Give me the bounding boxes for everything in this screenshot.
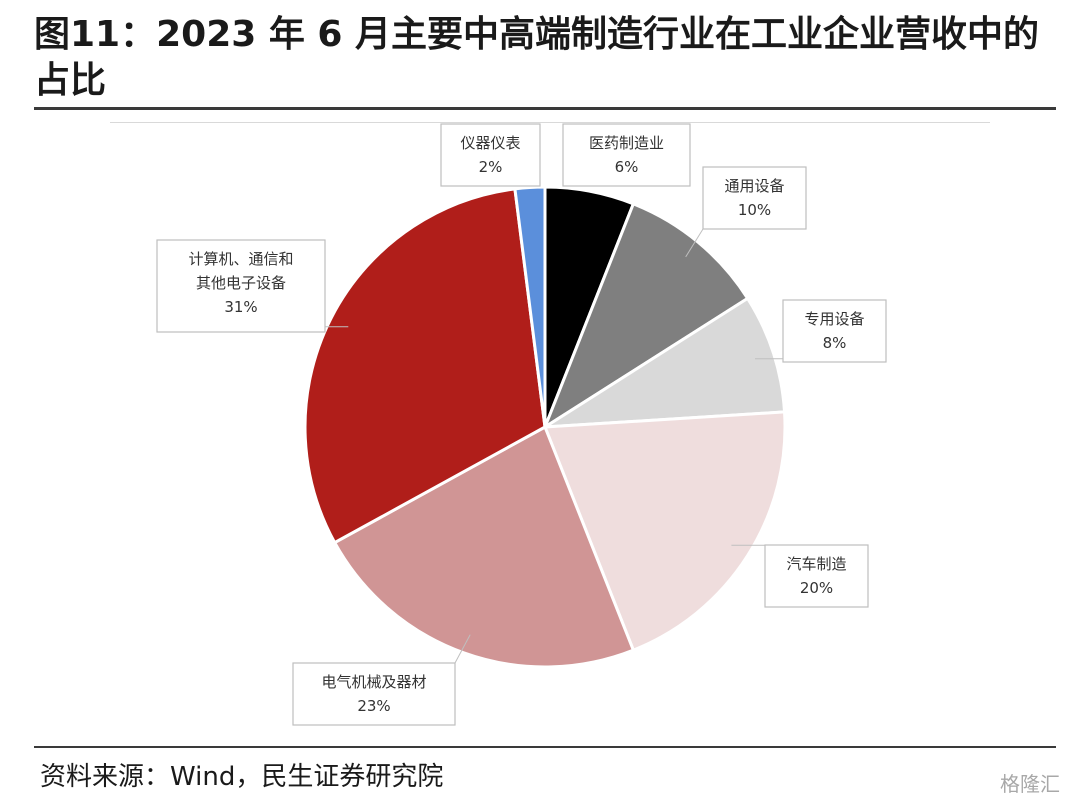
slice-value-label: 8%: [823, 334, 847, 352]
slice-label: 计算机、通信和: [188, 250, 293, 268]
data-label-box: [440, 123, 541, 187]
pie-slice: [513, 185, 547, 428]
slice-label: 汽车制造: [786, 555, 846, 573]
watermark: 格隆汇: [1000, 772, 1060, 796]
data-labels: 医药制造业 6% 通用设备 10% 专用设备 8% 汽车制造 20% 电气机械及器材 23% 计算机…: [156, 123, 887, 726]
pie-slice: [303, 187, 547, 545]
slice-label: 仪器仪表: [460, 134, 520, 152]
data-label-box: [562, 123, 691, 187]
slice-value-label: 6%: [615, 158, 639, 176]
chart-top-line: [110, 122, 990, 123]
title-rule: [34, 107, 1056, 110]
data-label-box: [292, 662, 456, 726]
slice-label: 医药制造业: [589, 134, 664, 152]
slice-label: 专用设备: [804, 310, 864, 328]
data-label-box: [702, 166, 807, 230]
slice-value-label: 31%: [224, 298, 257, 316]
slice-value-label: 10%: [738, 201, 771, 219]
slice-label: 通用设备: [724, 177, 784, 195]
slice-label: 电气机械及器材: [321, 673, 426, 691]
data-label-box: [156, 239, 326, 333]
data-label-box: [764, 544, 869, 608]
source-note: 资料来源：Wind，民生证券研究院: [40, 762, 444, 792]
source-rule: [34, 746, 1056, 748]
slice-value-label: 23%: [357, 697, 390, 715]
slice-value-label: 2%: [479, 158, 503, 176]
pie-slice: [541, 201, 750, 431]
leader-line: [685, 228, 704, 258]
slice-value-label: 20%: [800, 579, 833, 597]
figure-title: 图11：2023 年 6 月主要中高端制造行业在工业企业营收中的占比: [34, 14, 1039, 101]
pie-slice: [544, 296, 787, 429]
pie-slice: [332, 424, 636, 669]
pie-slices: [303, 185, 787, 669]
pie-slice: [542, 410, 787, 653]
slice-label: 其他电子设备: [196, 274, 286, 292]
label-leader-lines: [325, 228, 783, 664]
data-label-box: [782, 299, 887, 363]
leader-line: [454, 634, 471, 664]
